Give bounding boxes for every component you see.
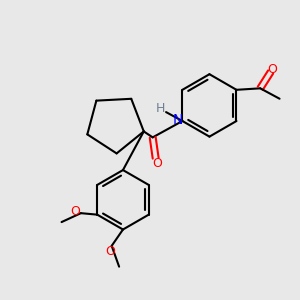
Text: O: O (152, 157, 162, 170)
Text: N: N (173, 112, 183, 127)
Text: O: O (105, 245, 115, 258)
Text: O: O (70, 205, 80, 218)
Text: O: O (267, 62, 277, 76)
Text: H: H (156, 102, 165, 115)
